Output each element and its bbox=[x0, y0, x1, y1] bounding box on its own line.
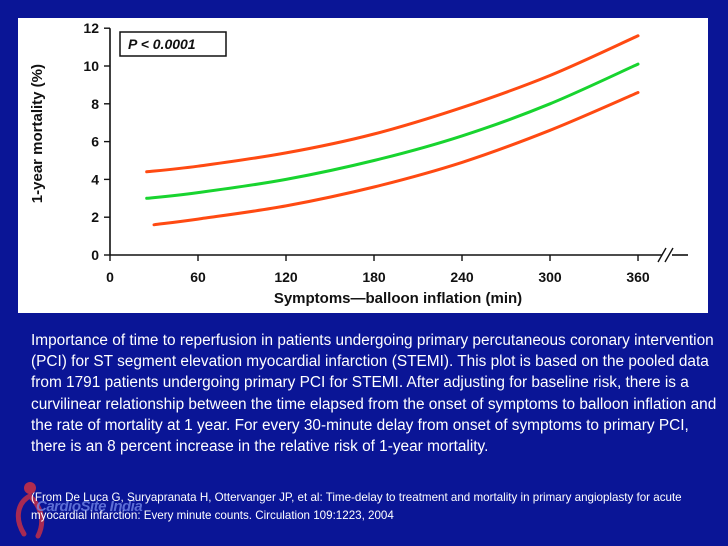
y-axis-title: 1-year mortality (%) bbox=[29, 64, 46, 203]
figure-citation: (From De Luca G, Suryapranata H, Otterva… bbox=[31, 491, 682, 522]
chart-series bbox=[145, 34, 640, 227]
series-line-estimated-mortality bbox=[145, 62, 640, 200]
y-tick-label: 10 bbox=[83, 58, 99, 74]
x-axis-title: Symptoms—balloon inflation (min) bbox=[274, 290, 522, 307]
x-tick-label: 240 bbox=[450, 269, 474, 285]
x-tick-label: 120 bbox=[274, 269, 298, 285]
logo-figure-icon bbox=[15, 482, 45, 539]
x-tick-label: 60 bbox=[190, 269, 206, 285]
p-value-box bbox=[119, 31, 227, 57]
x-tick-label: 0 bbox=[106, 269, 114, 285]
p-value-text: P < 0.0001 bbox=[128, 36, 196, 52]
x-tick-label: 180 bbox=[362, 269, 386, 285]
y-tick-label: 12 bbox=[83, 20, 99, 36]
figure-caption: Importance of time to reperfusion in pat… bbox=[31, 332, 717, 456]
p-value-annotation: P < 0.0001 bbox=[119, 31, 227, 57]
chart-panel: 0 2 4 6 8 10 12 0 60 120 180 240 300 360 P < 0.0001 S… bbox=[18, 18, 708, 313]
y-tick-label: 0 bbox=[91, 247, 99, 263]
y-tick-label: 8 bbox=[91, 96, 99, 112]
x-tick-label: 360 bbox=[626, 269, 650, 285]
series-line-upper-95-ci bbox=[145, 34, 640, 174]
axis-break-mark bbox=[657, 247, 667, 263]
y-tick-label: 4 bbox=[91, 171, 99, 187]
x-tick-label: 300 bbox=[538, 269, 562, 285]
chart-axes bbox=[109, 28, 688, 263]
y-tick-label: 2 bbox=[91, 209, 99, 225]
y-tick-label: 6 bbox=[91, 134, 99, 150]
series-line-lower-95-ci bbox=[152, 91, 640, 227]
logo-text: CardioSite India bbox=[36, 498, 143, 515]
axis-break-mark bbox=[664, 247, 674, 263]
cardiosite-logo: CardioSite India bbox=[10, 478, 160, 540]
